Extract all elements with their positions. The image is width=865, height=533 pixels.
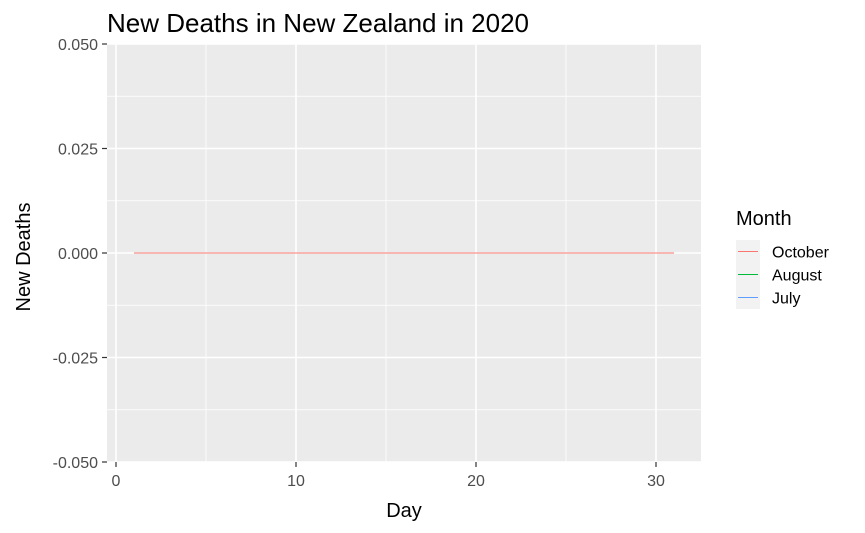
y-tick-label: -0.025 [53,351,98,368]
x-tick-label: 10 [287,473,305,490]
x-tick-label: 30 [647,473,665,490]
x-tick-label: 0 [112,473,121,490]
y-tick-label: 0.025 [58,142,98,159]
legend: Month October August July [736,208,830,309]
y-tick-label: 0.050 [58,37,98,54]
legend-label-october: October [772,245,830,262]
x-axis-label: Day [386,500,422,522]
legend-title: Month [736,208,792,230]
y-axis-label: New Deaths [13,203,35,312]
x-tick-label: 20 [467,473,485,490]
y-tick-label: -0.050 [53,455,98,472]
legend-label-august: August [772,268,822,285]
y-tick-label: 0.000 [58,246,98,263]
x-axis: 0 10 20 30 [112,462,665,490]
chart-title: New Deaths in New Zealand in 2020 [107,8,529,38]
y-axis: -0.050 -0.025 0.000 0.025 0.050 [53,37,107,472]
legend-label-july: July [772,291,800,308]
